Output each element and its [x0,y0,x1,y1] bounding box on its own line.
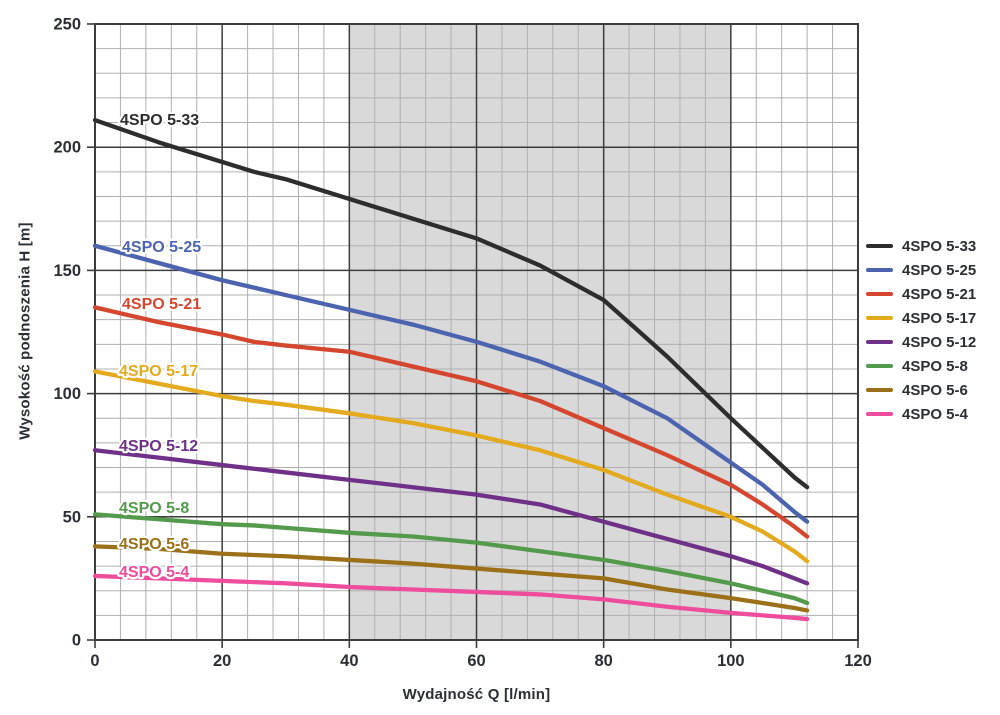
legend-item-4spo-5-4: 4SPO 5-4 [866,402,976,426]
x-axis-title: Wydajność Q [l/min] [402,686,551,703]
legend-item-4spo-5-12: 4SPO 5-12 [866,330,976,354]
legend-label-4spo-5-33: 4SPO 5-33 [902,237,977,255]
curve-label-4spo-5-21: 4SPO 5-21 [122,296,201,313]
legend-item-4spo-5-17: 4SPO 5-17 [866,306,976,330]
x-tick-label: 100 [717,652,745,670]
x-tick-label: 20 [213,652,231,670]
legend-swatch-4spo-5-6 [866,388,893,392]
legend-label-4spo-5-17: 4SPO 5-17 [902,309,977,327]
legend-swatch-4spo-5-25 [866,268,893,272]
x-tick-label: 0 [90,652,99,670]
curve-4spo-5-25 [92,243,810,524]
legend-label-4spo-5-4: 4SPO 5-4 [902,405,968,423]
curve-4spo-5-6 [92,544,810,613]
shaded-band [349,24,731,640]
curve-4spo-5-33 [92,117,810,490]
x-tick-label: 40 [340,652,358,670]
legend-swatch-4spo-5-33 [866,244,893,248]
legend-item-4spo-5-6: 4SPO 5-6 [866,378,976,402]
legend-swatch-4spo-5-12 [866,340,893,344]
y-tick-label: 150 [53,262,81,280]
x-tick-label: 60 [467,652,485,670]
x-tick-label: 80 [594,652,612,670]
y-tick-label: 0 [72,632,81,650]
legend-item-4spo-5-25: 4SPO 5-25 [866,258,976,282]
curve-4spo-5-21 [92,305,810,539]
curve-label-4spo-5-17: 4SPO 5-17 [119,363,198,380]
legend: 4SPO 5-33 4SPO 5-25 4SPO 5-21 4SPO 5-17 4SPO… [866,234,976,426]
curve-4spo-5-17 [92,369,810,564]
x-tick-label: 120 [844,652,872,670]
legend-label-4spo-5-21: 4SPO 5-21 [902,285,977,303]
curve-label-4spo-5-8: 4SPO 5-8 [119,500,189,517]
y-tick-label: 200 [53,139,81,157]
legend-swatch-4spo-5-17 [866,316,893,320]
curve-4spo-5-12 [92,448,810,586]
y-tick-label: 100 [53,385,81,403]
legend-label-4spo-5-8: 4SPO 5-8 [902,357,968,375]
curve-label-4spo-5-6: 4SPO 5-6 [119,536,189,553]
curve-label-4spo-5-4: 4SPO 5-4 [119,564,189,581]
legend-label-4spo-5-25: 4SPO 5-25 [902,261,977,279]
legend-label-4spo-5-6: 4SPO 5-6 [902,381,968,399]
y-tick-label: 250 [53,16,81,34]
legend-swatch-4spo-5-8 [866,364,893,368]
legend-item-4spo-5-8: 4SPO 5-8 [866,354,976,378]
legend-swatch-4spo-5-4 [866,412,893,416]
curve-4spo-5-4 [92,573,810,622]
y-axis-title: Wysokość podnoszenia H [m] [16,222,34,440]
legend-item-4spo-5-33: 4SPO 5-33 [866,234,976,258]
curve-label-4spo-5-25: 4SPO 5-25 [122,239,201,256]
y-tick-label: 50 [63,508,81,526]
legend-swatch-4spo-5-21 [866,292,893,296]
legend-label-4spo-5-12: 4SPO 5-12 [902,333,977,351]
curve-label-4spo-5-33: 4SPO 5-33 [120,112,199,129]
curve-label-4spo-5-12: 4SPO 5-12 [119,438,198,455]
curve-4spo-5-8 [92,512,810,606]
legend-item-4spo-5-21: 4SPO 5-21 [866,282,976,306]
